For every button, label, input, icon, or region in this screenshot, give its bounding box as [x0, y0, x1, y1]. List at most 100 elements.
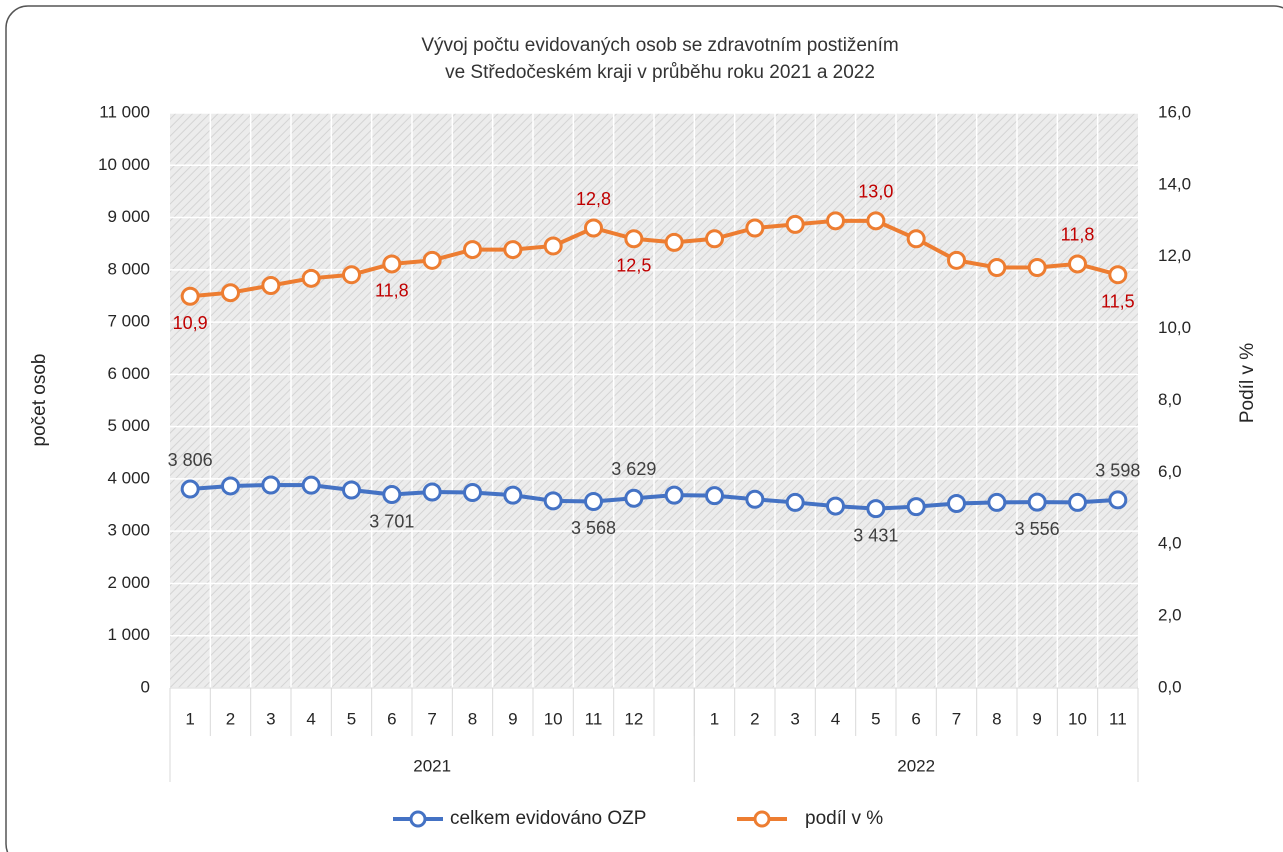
data-label: 12,8 — [576, 189, 611, 209]
data-point — [382, 254, 402, 274]
x-tick-label: 3 — [266, 709, 275, 728]
data-label: 10,9 — [173, 313, 208, 333]
y-tick-label: 10 000 — [98, 155, 150, 174]
x-tick-label: 6 — [387, 709, 396, 728]
x-tick-label: 12 — [624, 709, 643, 728]
data-label: 12,5 — [616, 256, 651, 276]
x-tick-label: 11 — [1109, 709, 1127, 728]
x-tick-label: 1 — [710, 709, 719, 728]
data-point — [745, 489, 765, 509]
y2-tick-label: 10,0 — [1158, 318, 1191, 337]
data-point — [503, 240, 523, 260]
data-point — [785, 214, 805, 234]
data-label: 3 806 — [168, 450, 213, 470]
data-point — [906, 229, 926, 249]
x-tick-label: 5 — [871, 709, 880, 728]
data-point — [543, 491, 563, 511]
y-tick-label: 8 000 — [107, 259, 150, 278]
data-label: 3 431 — [853, 525, 898, 545]
y-axis-title: počet osob — [29, 354, 50, 447]
x-tick-label: 3 — [790, 709, 799, 728]
data-point — [261, 475, 281, 495]
data-point — [584, 491, 603, 511]
data-point — [664, 232, 684, 252]
data-point — [301, 268, 321, 288]
data-point — [1068, 492, 1087, 512]
x-tick-label: 2 — [226, 709, 235, 728]
data-point — [624, 488, 644, 508]
data-point — [906, 497, 926, 517]
legend-label: celkem evidováno OZP — [450, 808, 646, 829]
data-point — [947, 493, 966, 513]
data-label: 3 629 — [611, 459, 656, 479]
data-label: 11,8 — [1061, 225, 1095, 245]
x-tick-label: 10 — [1068, 709, 1087, 728]
data-point — [826, 496, 845, 516]
y2-tick-label: 0,0 — [1158, 677, 1182, 696]
data-point — [342, 480, 361, 500]
y2-tick-label: 16,0 — [1158, 102, 1191, 121]
x-tick-label: 9 — [1032, 709, 1041, 728]
legend-label: podíl v % — [805, 808, 883, 829]
x-group-label: 2022 — [897, 756, 935, 775]
data-point — [221, 283, 240, 303]
data-point — [987, 492, 1007, 512]
data-point — [1027, 258, 1047, 278]
data-point — [987, 258, 1007, 278]
y-tick-label: 5 000 — [107, 416, 150, 435]
data-point — [1108, 490, 1128, 510]
data-point — [463, 240, 482, 260]
data-point — [543, 236, 563, 256]
y2-tick-label: 4,0 — [1158, 534, 1182, 553]
y-tick-label: 7 000 — [107, 312, 150, 331]
data-point — [745, 218, 765, 238]
data-label: 11,5 — [1101, 291, 1135, 311]
y2-tick-label: 8,0 — [1158, 390, 1182, 409]
data-label: 11,8 — [375, 281, 409, 301]
y-tick-label: 9 000 — [107, 207, 150, 226]
data-point — [664, 485, 684, 505]
y-tick-label: 11 000 — [99, 102, 150, 121]
x-tick-label: 10 — [544, 709, 563, 728]
y2-tick-label: 6,0 — [1158, 462, 1182, 481]
data-point — [463, 483, 482, 502]
data-point — [705, 486, 724, 506]
chart-title: Vývoj počtu evidovaných osob se zdravotn… — [421, 35, 898, 56]
data-point — [1027, 492, 1047, 512]
legend-marker — [409, 810, 427, 828]
y-tick-label: 2 000 — [107, 573, 150, 592]
data-point — [866, 211, 886, 231]
y-tick-label: 1 000 — [107, 625, 150, 644]
x-tick-label: 6 — [911, 709, 920, 728]
chart-title: ve Středočeském kraji v průběhu roku 202… — [445, 62, 875, 83]
legend-marker — [753, 810, 771, 828]
data-point — [947, 250, 966, 270]
y2-tick-label: 12,0 — [1158, 246, 1191, 265]
y2-axis-title: Podíl v % — [1237, 343, 1258, 423]
data-label: 3 568 — [571, 518, 616, 538]
data-point — [422, 482, 442, 502]
y2-tick-label: 2,0 — [1158, 606, 1182, 625]
data-label: 3 701 — [369, 511, 414, 531]
y2-tick-label: 14,0 — [1158, 174, 1191, 193]
x-tick-label: 4 — [306, 709, 315, 728]
data-point — [503, 485, 523, 505]
data-point — [584, 218, 603, 238]
x-tick-label: 7 — [427, 709, 436, 728]
y-tick-label: 3 000 — [107, 521, 150, 540]
x-tick-label: 7 — [952, 709, 961, 728]
data-label: 3 556 — [1015, 519, 1060, 539]
x-tick-label: 8 — [468, 709, 477, 728]
x-tick-label: 4 — [831, 709, 840, 728]
data-point — [261, 276, 281, 295]
x-tick-label: 8 — [992, 709, 1001, 728]
data-point — [180, 286, 200, 306]
data-point — [826, 211, 845, 231]
data-point — [422, 250, 442, 270]
data-point — [1108, 265, 1128, 285]
x-tick-label: 9 — [508, 709, 517, 728]
data-point — [866, 499, 886, 519]
y-tick-label: 4 000 — [107, 468, 150, 487]
y-tick-label: 6 000 — [107, 364, 150, 383]
data-point — [1068, 254, 1087, 274]
